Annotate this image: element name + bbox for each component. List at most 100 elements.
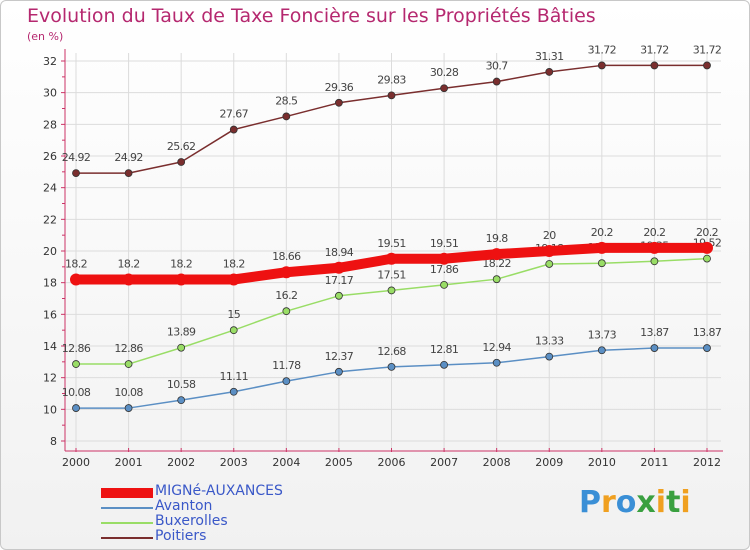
- y-tick-label: 12: [43, 372, 57, 385]
- data-point: [282, 112, 291, 121]
- data-label: 18.2: [65, 258, 87, 271]
- data-label: 31.31: [535, 50, 564, 63]
- data-point: [387, 286, 396, 295]
- data-point: [280, 266, 293, 279]
- data-point: [124, 169, 133, 178]
- y-tick-label: 24: [43, 182, 57, 195]
- legend-label: Avanton: [155, 498, 213, 514]
- data-point: [650, 61, 659, 70]
- y-axis-unit: (en %): [27, 30, 64, 43]
- y-tick-label: 32: [43, 55, 57, 68]
- data-point: [597, 346, 606, 355]
- data-point: [335, 291, 343, 300]
- x-tick-label: 2009: [535, 456, 563, 469]
- data-label: 13.87: [640, 326, 669, 339]
- data-label: 13.33: [535, 335, 564, 348]
- data-point: [177, 343, 186, 352]
- data-label: 27.67: [220, 108, 249, 121]
- data-point: [282, 307, 291, 316]
- y-tick-label: 22: [43, 213, 57, 226]
- data-label: 12.86: [114, 342, 143, 355]
- legend-label: Poitiers: [155, 528, 207, 544]
- data-point: [597, 61, 606, 70]
- legend-label: Buxerolles: [155, 513, 228, 529]
- data-point: [227, 273, 240, 286]
- data-point: [124, 360, 133, 368]
- data-point: [492, 77, 501, 86]
- data-point: [70, 273, 82, 286]
- data-point: [72, 404, 80, 412]
- series-mign-auxances: 18.2 18.2 18.2 18.2 18.66 18.94 19.51 19.51 19.8…: [65, 226, 719, 286]
- legend-label: MIGNé-AUXANCES: [155, 483, 283, 499]
- data-label: 20.2: [696, 226, 718, 239]
- data-point: [122, 273, 135, 286]
- data-point: [543, 245, 556, 257]
- data-point: [177, 158, 186, 166]
- data-label: 10.58: [167, 378, 196, 391]
- data-label: 31.72: [588, 43, 617, 56]
- x-tick-label: 2001: [115, 456, 143, 469]
- data-label: 12.94: [482, 341, 511, 354]
- data-label: 12.81: [430, 343, 459, 356]
- logo-letter: r: [601, 485, 616, 520]
- data-label: 20.2: [643, 226, 665, 239]
- data-point: [703, 344, 711, 352]
- data-point: [387, 91, 396, 100]
- y-tick-label: 16: [43, 308, 57, 321]
- data-label: 19.51: [430, 237, 459, 250]
- data-point: [124, 404, 133, 412]
- series-avanton: 10.08 10.08 10.58 11.11 11.78 12.37 12.68 12.81…: [62, 326, 722, 412]
- data-label: 18.2: [223, 258, 245, 271]
- data-label: 30.7: [486, 60, 509, 73]
- data-point: [648, 241, 661, 254]
- data-label: 18.66: [272, 250, 301, 263]
- data-label: 18.22: [482, 257, 511, 270]
- data-label: 16.2: [275, 289, 297, 302]
- data-label: 17.86: [430, 263, 459, 276]
- logo-letter: i: [680, 485, 691, 520]
- data-label: 24.92: [62, 151, 91, 164]
- data-label: 11.11: [220, 370, 249, 383]
- data-label: 18.94: [325, 246, 354, 259]
- x-tick-label: 2004: [272, 456, 300, 469]
- data-label: 28.5: [275, 94, 298, 107]
- data-point: [545, 68, 554, 76]
- series-poitiers: 24.92 24.92 25.62 27.67 28.5 29.36 29.83 30.28 3…: [62, 43, 722, 178]
- y-tick-label: 30: [43, 87, 57, 100]
- y-tick-label: 26: [43, 150, 57, 163]
- data-label: 31.72: [640, 43, 669, 56]
- data-point: [545, 352, 554, 361]
- x-tick-label: 2007: [430, 456, 458, 469]
- data-point: [492, 275, 501, 284]
- x-tick-label: 2000: [62, 456, 90, 469]
- data-label: 17.51: [377, 268, 406, 281]
- data-point: [440, 280, 448, 289]
- logo-letter: i: [655, 485, 667, 520]
- y-tick-label: 18: [43, 277, 57, 290]
- data-point: [335, 367, 343, 376]
- data-label: 18.2: [170, 258, 192, 271]
- legend-swatch: [101, 488, 153, 498]
- y-tick-label: 8: [50, 435, 57, 448]
- data-label: 12.86: [62, 342, 91, 355]
- logo-letter: P: [579, 485, 601, 520]
- data-label: 18.2: [118, 258, 140, 271]
- x-tick-label: 2011: [640, 456, 668, 469]
- data-label: 17.17: [325, 274, 354, 287]
- x-tick-label: 2010: [588, 456, 616, 469]
- data-label: 12.68: [377, 345, 406, 358]
- data-point: [229, 326, 238, 335]
- data-point: [703, 254, 711, 263]
- legend-swatch: [101, 522, 153, 524]
- data-point: [490, 248, 503, 261]
- data-label: 13.87: [693, 326, 722, 339]
- data-point: [440, 84, 448, 93]
- data-label: 19.8: [486, 232, 509, 245]
- data-point: [282, 377, 291, 386]
- data-point: [229, 125, 238, 134]
- x-tick-label: 2005: [325, 456, 353, 469]
- data-point: [72, 360, 80, 368]
- data-point: [72, 169, 80, 178]
